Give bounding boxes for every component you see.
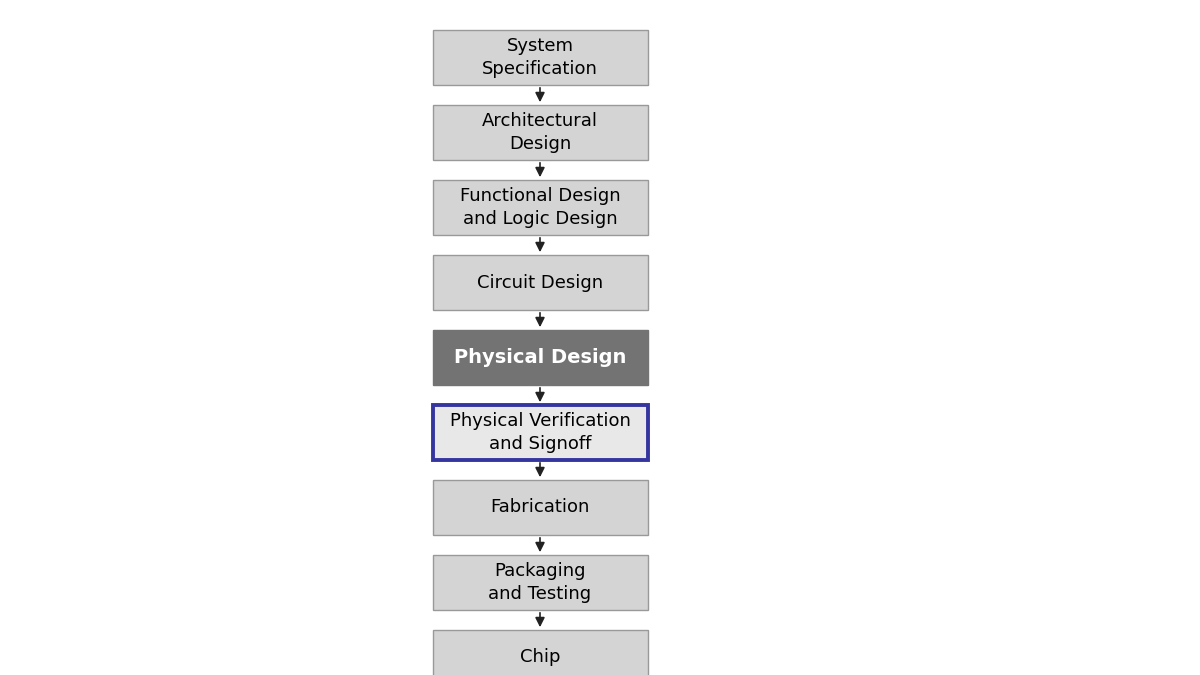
Text: Architectural
Design: Architectural Design <box>482 113 598 153</box>
Text: Physical Design: Physical Design <box>454 348 626 367</box>
FancyBboxPatch shape <box>432 480 648 535</box>
FancyBboxPatch shape <box>432 330 648 385</box>
FancyBboxPatch shape <box>432 105 648 160</box>
FancyBboxPatch shape <box>432 405 648 460</box>
Text: Packaging
and Testing: Packaging and Testing <box>488 562 592 603</box>
FancyBboxPatch shape <box>432 30 648 85</box>
FancyBboxPatch shape <box>432 630 648 675</box>
FancyBboxPatch shape <box>432 255 648 310</box>
FancyBboxPatch shape <box>432 555 648 610</box>
FancyBboxPatch shape <box>432 180 648 235</box>
Text: System
Specification: System Specification <box>482 37 598 78</box>
Text: Circuit Design: Circuit Design <box>476 273 604 292</box>
Text: Physical Verification
and Signoff: Physical Verification and Signoff <box>450 412 630 453</box>
Text: Chip: Chip <box>520 649 560 666</box>
Text: Fabrication: Fabrication <box>491 499 589 516</box>
Text: Functional Design
and Logic Design: Functional Design and Logic Design <box>460 188 620 227</box>
